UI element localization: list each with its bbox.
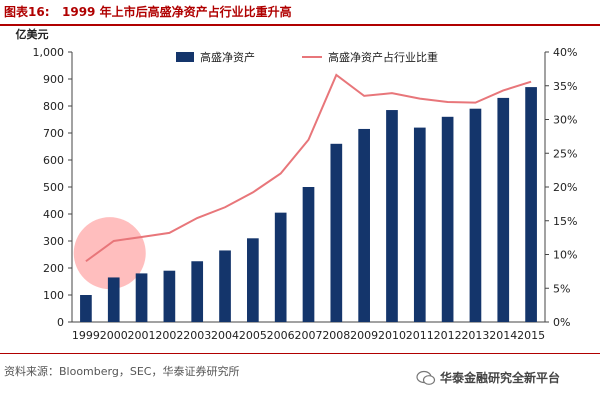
- footer-divider: [0, 353, 600, 354]
- y-right-tick-label: 30%: [553, 114, 577, 127]
- x-tick-label: 2013: [461, 329, 489, 342]
- x-tick-label: 2008: [322, 329, 350, 342]
- y-left-tick-label: 600: [43, 154, 64, 167]
- bar-2009: [358, 128, 370, 322]
- y-left-tick-label: 0: [57, 316, 64, 329]
- y-right-tick-label: 20%: [553, 181, 577, 194]
- y-left-tick-label: 300: [43, 235, 64, 248]
- y-left-tick-label: 400: [43, 208, 64, 221]
- bar-2006: [274, 212, 287, 322]
- legend-label-line: 高盛净资产占行业比重: [328, 50, 438, 64]
- y-left-tick-label: 200: [43, 262, 64, 275]
- x-tick-label: 2000: [100, 329, 128, 342]
- y-right-tick-label: 0%: [553, 316, 570, 329]
- bar-2005: [247, 238, 259, 322]
- figure-label: 图表16:: [4, 5, 50, 19]
- bar-2010: [386, 110, 398, 322]
- legend-label-bar: 高盛净资产: [200, 50, 255, 64]
- figure-header: 图表16: 1999 年上市后高盛净资产占行业比重升高: [0, 0, 600, 26]
- bar-2014: [497, 97, 510, 323]
- y-left-tick-label: 800: [43, 100, 64, 113]
- bar-2013: [469, 108, 482, 322]
- bar-2007: [302, 187, 315, 322]
- y-right-tick-label: 5%: [553, 282, 570, 295]
- bar-2011: [413, 127, 426, 322]
- x-tick-label: 2007: [295, 329, 323, 342]
- bar-2001: [135, 273, 148, 322]
- x-tick-label: 2004: [211, 329, 239, 342]
- y-left-tick-label: 700: [43, 127, 64, 140]
- wechat-icon: [416, 370, 436, 385]
- bar-1999: [80, 295, 92, 322]
- source-note: 资料来源：Bloomberg，SEC，华泰证券研究所: [4, 365, 240, 378]
- y-right-tick-label: 10%: [553, 249, 577, 262]
- watermark: 华泰金融研究全新平台: [416, 369, 560, 386]
- watermark-text: 华泰金融研究全新平台: [440, 371, 561, 385]
- x-tick-label: 2002: [155, 329, 183, 342]
- bar-2015: [525, 87, 537, 322]
- y-left-axis-label: 亿美元: [16, 27, 49, 41]
- chart: 0 100 200 300 400 500 600 700 800 900 1,000 0% 5% 10%…: [16, 27, 578, 342]
- x-tick-label: 2003: [183, 329, 211, 342]
- x-tick-label: 2009: [350, 329, 378, 342]
- y-left-tick-label: 1,000: [33, 46, 65, 59]
- highlight-circle: [73, 217, 146, 290]
- y-right-tick-label: 25%: [553, 147, 577, 160]
- bar-2008: [330, 143, 343, 322]
- bar-2002: [163, 270, 176, 322]
- bar-2000: [107, 277, 120, 322]
- y-left-tick-label: 100: [43, 289, 64, 302]
- bar-2012: [441, 116, 454, 322]
- legend-swatch-bar: [176, 52, 194, 62]
- x-tick-label: 2014: [489, 329, 517, 342]
- y-right-tick-label: 15%: [553, 215, 577, 228]
- x-tick-label: 1999: [72, 329, 100, 342]
- x-tick-label: 2006: [267, 329, 295, 342]
- x-tick-label: 2011: [406, 329, 434, 342]
- x-tick-label: 2005: [239, 329, 267, 342]
- x-tick-label: 2010: [378, 329, 406, 342]
- x-tick-label: 2001: [128, 329, 156, 342]
- y-right-tick-label: 35%: [553, 80, 577, 93]
- bar-2004: [219, 250, 231, 322]
- y-right-tick-label: 40%: [553, 46, 577, 59]
- y-left-tick-label: 900: [43, 73, 64, 86]
- x-tick-label: 2015: [517, 329, 545, 342]
- y-left-tick-label: 500: [43, 181, 64, 194]
- x-tick-label: 2012: [434, 329, 462, 342]
- figure-title: 1999 年上市后高盛净资产占行业比重升高: [62, 5, 292, 19]
- bar-2003: [191, 261, 204, 322]
